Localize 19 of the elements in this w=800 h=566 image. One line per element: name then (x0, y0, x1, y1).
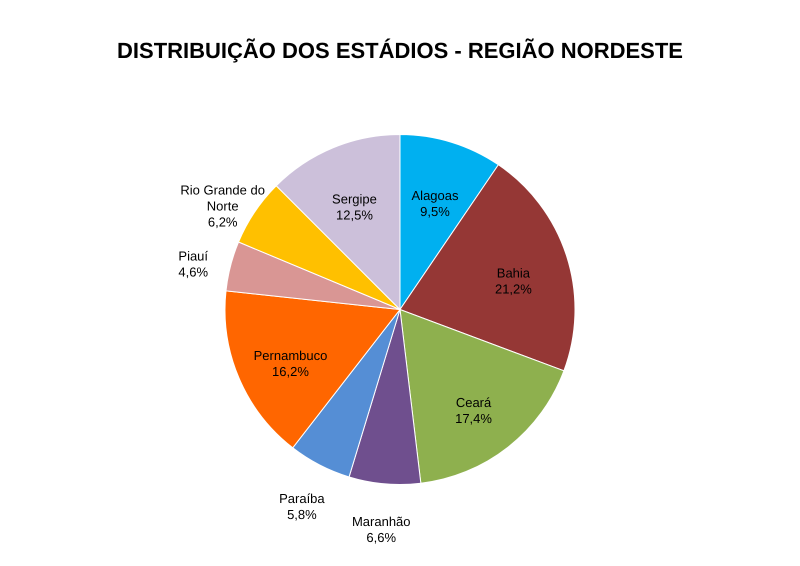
chart-title: DISTRIBUIÇÃO DOS ESTÁDIOS - REGIÃO NORDESTE (117, 38, 683, 63)
slice-label: Paraíba (279, 491, 326, 506)
slice-label: Ceará (456, 395, 492, 410)
data-label: 9,5% (420, 204, 450, 219)
slice-label: Sergipe (332, 192, 377, 207)
slice-label: Maranhão (352, 514, 411, 530)
slice-label: Alagoas (412, 188, 459, 203)
slice-label: Piauí (178, 248, 208, 264)
data-label: 17,4% (455, 411, 492, 426)
data-label: 5,8% (287, 507, 318, 522)
slice-label: Pernambuco (254, 348, 328, 364)
data-label: 21,2% (494, 281, 532, 296)
data-label: 6,2% (208, 214, 238, 230)
data-label: 6,6% (366, 530, 396, 546)
data-label: 4,6% (178, 264, 208, 280)
data-label: 16,2% (272, 364, 310, 380)
slice-label: Rio Grande do Norte (180, 182, 265, 214)
data-label: 12,5% (336, 208, 374, 223)
slice-label: Bahia (496, 265, 531, 280)
